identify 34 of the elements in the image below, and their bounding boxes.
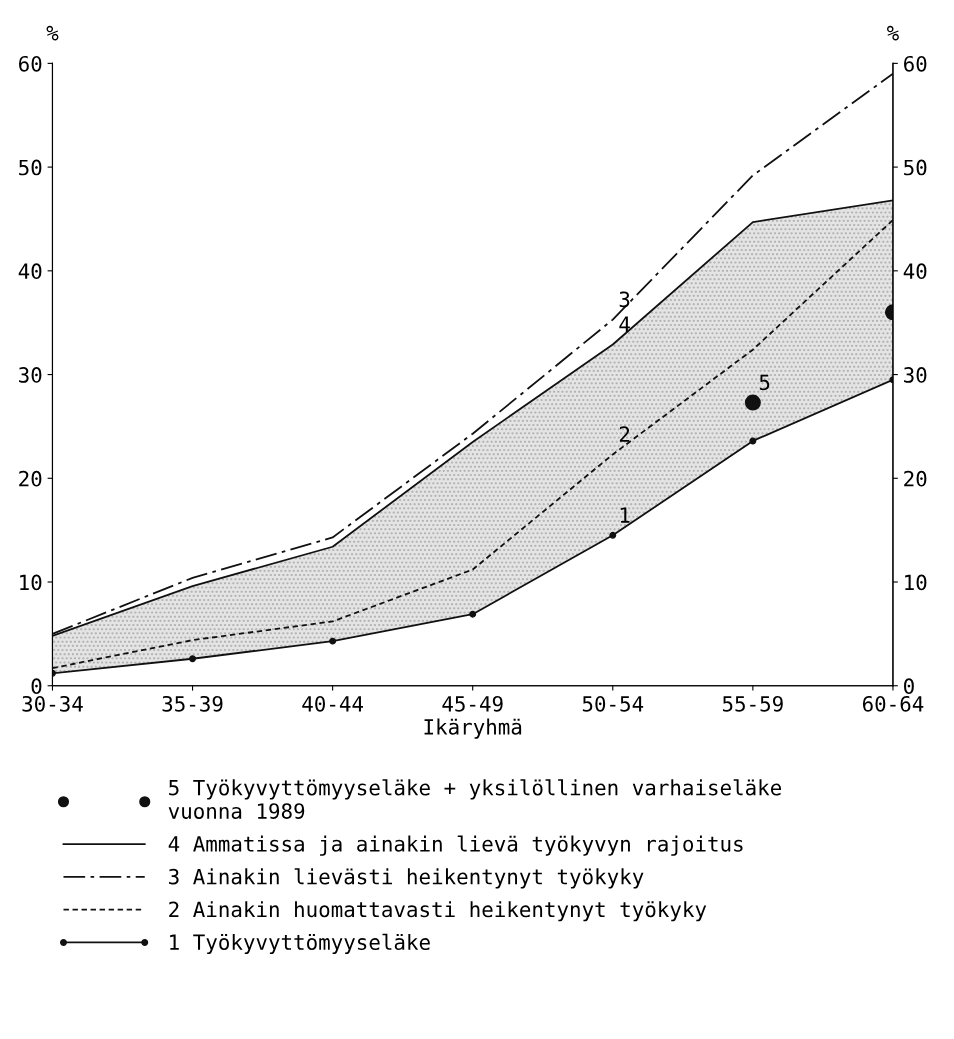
annotation: 2 bbox=[619, 426, 630, 442]
x-tick-label: 55-59 bbox=[722, 695, 783, 712]
y-tick-label: 50 bbox=[19, 159, 42, 176]
legend-label: 4 Ammatissa ja ainakin lievä työkyvyn rajoitus bbox=[168, 835, 743, 856]
x-tick-label: 60-64 bbox=[862, 695, 924, 712]
y-tick-label: 60 bbox=[19, 55, 42, 72]
y-tick-label: 30 bbox=[19, 367, 42, 383]
x-tick-label: 30-34 bbox=[22, 695, 83, 712]
x-tick-label: 45-49 bbox=[442, 695, 503, 712]
y2-tick-label: 50 bbox=[904, 159, 927, 176]
y2-tick-label: 60 bbox=[904, 55, 927, 72]
annotation: 5 bbox=[759, 374, 770, 391]
y2-tick-label: 30 bbox=[904, 367, 927, 383]
y2-tick-label: 0 bbox=[904, 678, 914, 695]
x-tick-label: 40-44 bbox=[302, 695, 363, 712]
y-axis-title: % bbox=[46, 25, 59, 41]
y-tick-label: 10 bbox=[20, 574, 42, 591]
y2-axis-title: % bbox=[887, 25, 899, 41]
annotation: 4 bbox=[619, 316, 630, 332]
y2-tick-label: 40 bbox=[903, 263, 927, 280]
legend-label: 3 Ainakin lievästi heikentynyt työkyky bbox=[169, 868, 644, 889]
y-tick-label: 40 bbox=[18, 263, 42, 280]
x-tick-label: 35-39 bbox=[162, 695, 223, 712]
annotation: 3 bbox=[619, 291, 630, 308]
x-tick-label: 50-54 bbox=[582, 695, 644, 712]
y-tick-label: 20 bbox=[19, 470, 42, 487]
y-tick-label: 0 bbox=[31, 678, 42, 695]
y2-tick-label: 20 bbox=[904, 470, 927, 487]
y2-tick-label: 10 bbox=[905, 574, 927, 591]
annotation: 1 bbox=[620, 507, 630, 523]
legend-label: 2 Ainakin huomattavasti heikentynyt työkyky bbox=[169, 901, 707, 922]
legend-label: 5 Työkyvyttömyyseläke + yksilöllinen varhaiseläke vuonna 1989 bbox=[168, 779, 782, 819]
legend-label: 1 Työkyvyttömyyseläke bbox=[170, 933, 430, 955]
x-axis-title: Ikäryhmä bbox=[424, 718, 522, 739]
